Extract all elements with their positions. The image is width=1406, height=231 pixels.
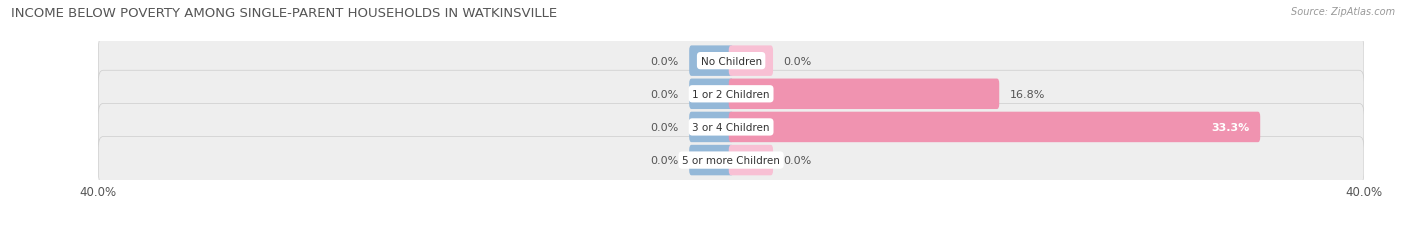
Text: Source: ZipAtlas.com: Source: ZipAtlas.com	[1291, 7, 1395, 17]
Text: No Children: No Children	[700, 56, 762, 66]
FancyBboxPatch shape	[728, 79, 1000, 109]
Text: 3 or 4 Children: 3 or 4 Children	[692, 122, 770, 132]
Text: 16.8%: 16.8%	[1010, 89, 1045, 99]
Text: 0.0%: 0.0%	[651, 122, 679, 132]
Text: 5 or more Children: 5 or more Children	[682, 155, 780, 165]
FancyBboxPatch shape	[689, 112, 734, 143]
Text: 33.3%: 33.3%	[1212, 122, 1250, 132]
FancyBboxPatch shape	[728, 46, 773, 76]
Text: 0.0%: 0.0%	[783, 56, 811, 66]
FancyBboxPatch shape	[689, 79, 734, 109]
FancyBboxPatch shape	[728, 145, 773, 176]
Text: 0.0%: 0.0%	[651, 89, 679, 99]
FancyBboxPatch shape	[98, 104, 1364, 151]
FancyBboxPatch shape	[689, 46, 734, 76]
Text: 0.0%: 0.0%	[651, 56, 679, 66]
Text: INCOME BELOW POVERTY AMONG SINGLE-PARENT HOUSEHOLDS IN WATKINSVILLE: INCOME BELOW POVERTY AMONG SINGLE-PARENT…	[11, 7, 557, 20]
FancyBboxPatch shape	[98, 71, 1364, 118]
Text: 0.0%: 0.0%	[783, 155, 811, 165]
Text: 1 or 2 Children: 1 or 2 Children	[692, 89, 770, 99]
FancyBboxPatch shape	[98, 137, 1364, 184]
FancyBboxPatch shape	[728, 112, 1260, 143]
FancyBboxPatch shape	[689, 145, 734, 176]
FancyBboxPatch shape	[98, 38, 1364, 85]
Text: 0.0%: 0.0%	[651, 155, 679, 165]
